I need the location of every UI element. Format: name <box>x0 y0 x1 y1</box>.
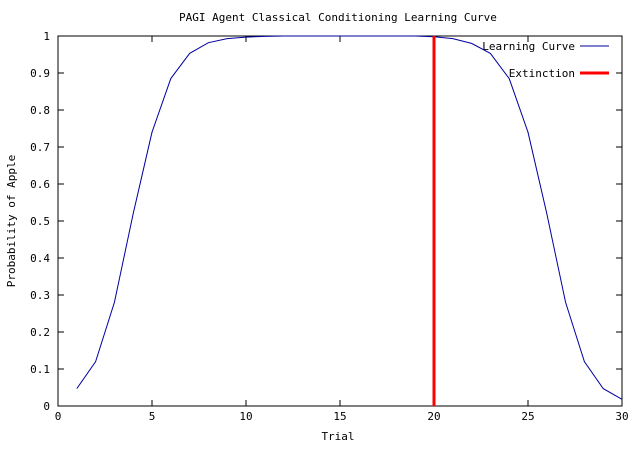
y-tick-label: 0.9 <box>30 67 50 80</box>
y-tick-label: 0.3 <box>30 289 50 302</box>
plot-frame <box>57 35 623 407</box>
y-tick-label: 0.1 <box>30 363 50 376</box>
x-tick-label: 15 <box>333 410 346 423</box>
x-tick-label: 10 <box>239 410 252 423</box>
y-tick-label: 0.2 <box>30 326 50 339</box>
y-tick-label: 0.5 <box>30 215 50 228</box>
y-tick-label: 1 <box>43 30 50 43</box>
legend-label-learning-curve: Learning Curve <box>482 40 575 53</box>
x-tick-label: 5 <box>149 410 156 423</box>
x-tick-label: 30 <box>615 410 628 423</box>
y-axis-label: Probability of Apple <box>5 155 18 287</box>
legend: Learning Curve Extinction <box>482 40 609 80</box>
x-tick-label: 25 <box>521 410 534 423</box>
y-tick-label: 0.4 <box>30 252 50 265</box>
series-learning-curve <box>76 35 623 400</box>
x-axis-label: Trial <box>321 430 354 443</box>
series-layer <box>76 35 623 406</box>
legend-label-extinction: Extinction <box>509 67 575 80</box>
ticks-layer: 0 5 10 15 20 25 30 0 0.1 0.2 0.3 0.4 0.5 0.6 0.7 0.8 0.9… <box>30 30 629 423</box>
y-tick-label: 0.6 <box>30 178 50 191</box>
x-tick-label: 0 <box>55 410 62 423</box>
x-tick-label: 20 <box>427 410 440 423</box>
y-tick-label: 0.7 <box>30 141 50 154</box>
chart-title: PAGI Agent Classical Conditioning Learni… <box>179 11 497 24</box>
y-tick-label: 0.8 <box>30 104 50 117</box>
y-tick-label: 0 <box>43 400 50 413</box>
